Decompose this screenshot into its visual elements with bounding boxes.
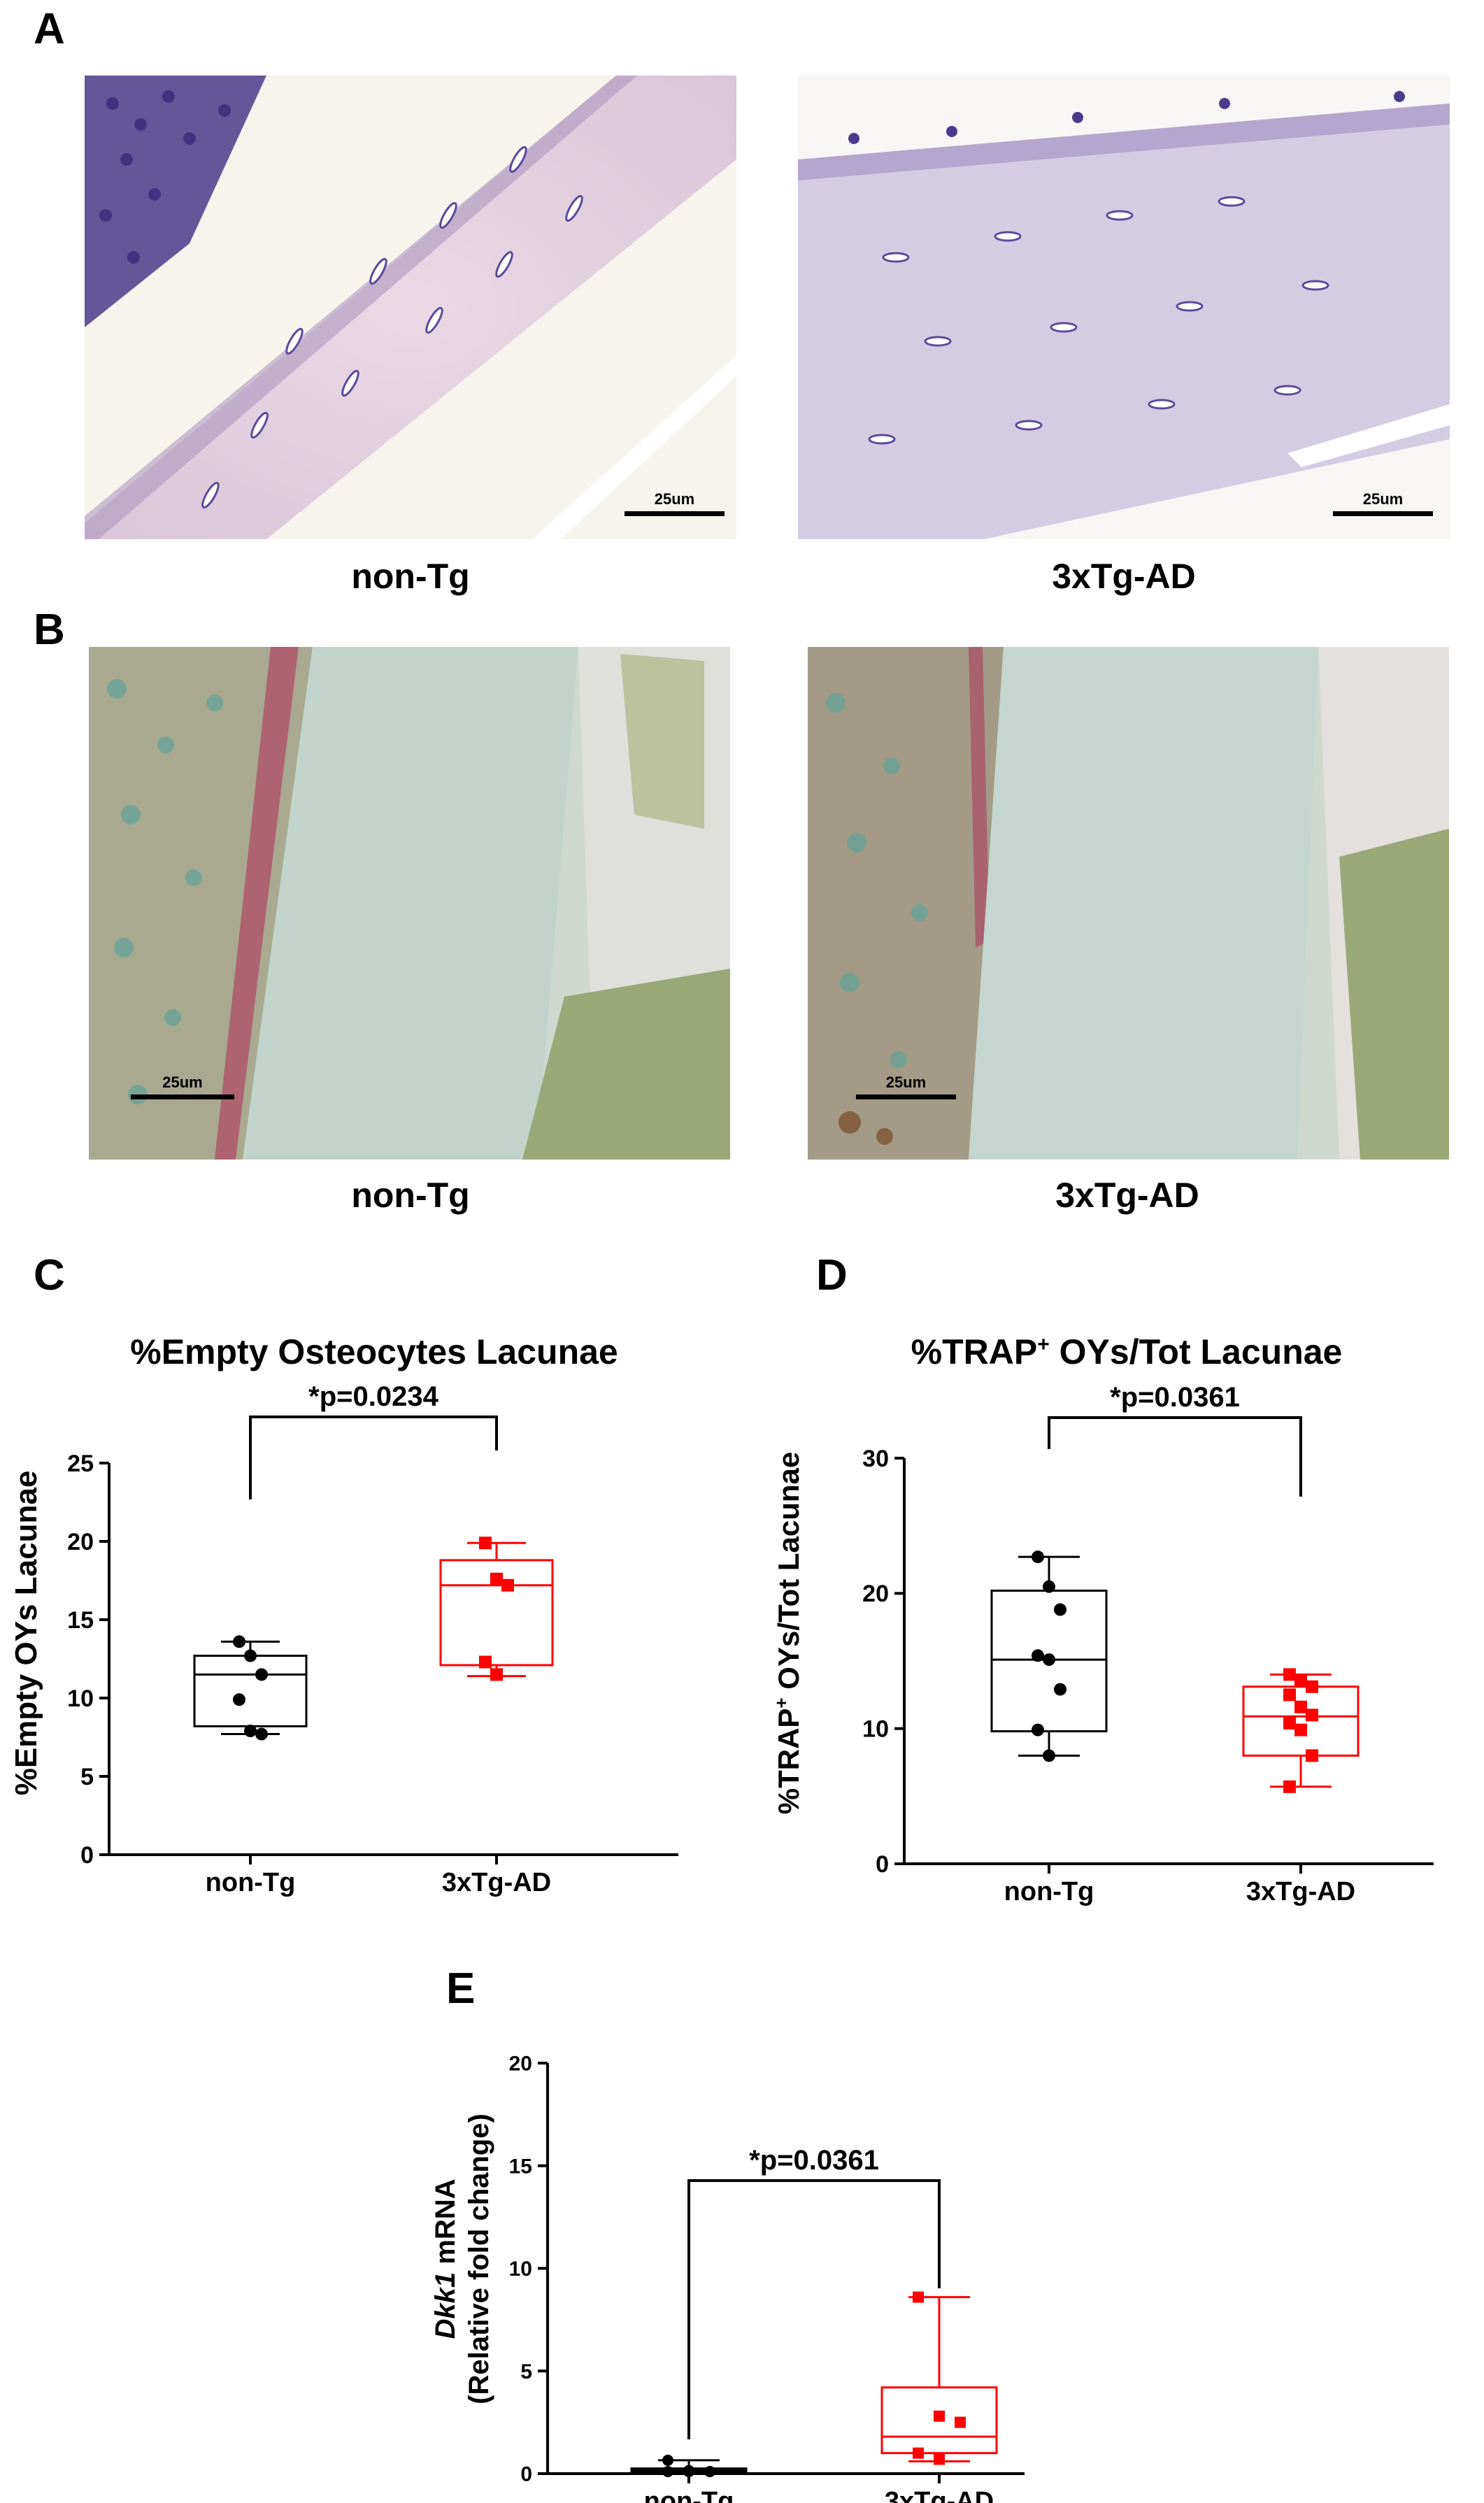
y-tick-label: 20	[509, 2053, 532, 2076]
chart-title: %Empty Osteocytes Lacunae	[130, 1332, 618, 1371]
data-point	[1294, 1700, 1307, 1713]
panel-letter-c: C	[34, 1251, 65, 1299]
data-point	[255, 1668, 268, 1681]
y-tick-label: 0	[876, 1851, 889, 1878]
data-point	[704, 2466, 715, 2478]
x-tick-label: non-Tg	[644, 2487, 734, 2503]
chart-c: %Empty Osteocytes Lacunae %Empty OYs Lac…	[9, 1332, 678, 1897]
data-point	[1054, 1603, 1066, 1616]
micrograph-b-nontg	[89, 647, 730, 1160]
data-point	[479, 1536, 492, 1550]
y-tick-label: 15	[509, 2155, 532, 2178]
data-point	[1294, 1723, 1307, 1737]
data-point	[1306, 1749, 1318, 1762]
y-tick-label: 15	[67, 1607, 94, 1634]
x-tick-label: 3xTg-AD	[885, 2487, 994, 2503]
significance-bracket	[249, 1415, 498, 1499]
data-point	[955, 2416, 966, 2428]
data-point	[244, 1725, 257, 1738]
panel-letter-e: E	[446, 1964, 476, 2013]
y-axis-label: %TRAP+ OYs/Tot Lacunae	[771, 1452, 805, 1815]
y-tick-label: 5	[80, 1764, 94, 1790]
caption-b-3xtg: 3xTg-AD	[1055, 1176, 1199, 1215]
data-point	[1306, 1709, 1318, 1722]
data-point	[913, 2291, 924, 2303]
data-point	[1294, 1675, 1307, 1688]
scale-bar-a-nontg: 25um	[625, 490, 725, 525]
data-point	[1032, 1649, 1044, 1662]
data-point	[934, 2453, 945, 2465]
y-axis-label: Dkk1 mRNA	[430, 2179, 461, 2339]
micrograph-a-3xtg	[798, 76, 1450, 539]
caption-a-nontg: non-Tg	[351, 557, 470, 596]
y-tick-label: 30	[862, 1446, 889, 1472]
y-tick-label: 20	[67, 1529, 94, 1555]
significance-bracket	[1048, 1416, 1302, 1497]
data-point	[1306, 1680, 1318, 1693]
box-iqr	[1242, 1685, 1360, 1757]
data-point	[1032, 1550, 1044, 1564]
data-point	[1043, 1580, 1055, 1593]
y-tick-label: 25	[67, 1450, 94, 1477]
scale-bar-label: 25um	[162, 1074, 203, 1091]
scale-bar-b-3xtg: 25um	[856, 1074, 956, 1108]
significance-bracket	[687, 2179, 941, 2439]
y-tick-label: 5	[520, 2360, 532, 2383]
data-point	[479, 1655, 492, 1669]
box-iqr	[193, 1655, 308, 1727]
x-tick-label: 3xTg-AD	[442, 1868, 551, 1897]
data-point	[1283, 1716, 1296, 1730]
panel-letter-d: D	[816, 1251, 848, 1299]
data-point	[233, 1635, 245, 1648]
panel-letter-a: A	[34, 5, 65, 53]
significance-label: *p=0.0361	[1110, 1382, 1240, 1413]
data-point	[662, 2454, 673, 2466]
y-tick-label: 0	[80, 1842, 94, 1869]
scale-bar-a-3xtg: 25um	[1333, 490, 1433, 525]
scale-bar-label: 25um	[654, 490, 695, 508]
data-point	[913, 2447, 924, 2459]
y-tick-label: 0	[520, 2463, 532, 2486]
caption-a-3xtg: 3xTg-AD	[1052, 557, 1196, 596]
y-tick-label: 10	[67, 1685, 94, 1712]
y-axis-label: %Empty OYs Lacunae	[9, 1471, 43, 1796]
data-point	[1283, 1688, 1296, 1702]
y-tick-label: 10	[509, 2258, 532, 2281]
x-tick-label: non-Tg	[1004, 1877, 1094, 1906]
data-point	[490, 1668, 503, 1681]
chart-title: %TRAP+ OYs/Tot Lacunae	[911, 1332, 1343, 1371]
x-tick-label: non-Tg	[206, 1868, 296, 1897]
y-tick-label: 20	[862, 1581, 889, 1607]
scale-bar-label: 25um	[885, 1074, 927, 1091]
data-point	[934, 2410, 945, 2422]
significance-label: *p=0.0234	[308, 1381, 438, 1412]
data-point	[1283, 1668, 1296, 1681]
data-point	[244, 1649, 257, 1662]
significance-label: *p=0.0361	[749, 2145, 879, 2176]
micrograph-b-3xtg	[808, 647, 1449, 1160]
y-tick-label: 10	[862, 1716, 889, 1743]
y-axis-label-line2: (Relative fold change)	[464, 2113, 494, 2404]
data-point	[255, 1727, 268, 1741]
chart-e: Dkk1 mRNA (Relative fold change) 0 5 10 15 2…	[430, 2053, 1025, 2503]
scale-bar-b-nontg: 25um	[131, 1074, 234, 1108]
data-point	[683, 2466, 694, 2478]
micrograph-a-nontg	[85, 76, 736, 539]
data-point	[501, 1578, 514, 1592]
data-point	[1043, 1653, 1055, 1667]
data-point	[1283, 1780, 1296, 1793]
chart-d: %TRAP+ OYs/Tot Lacunae %TRAP+ OYs/Tot La…	[771, 1332, 1434, 1906]
data-point	[1054, 1683, 1066, 1696]
data-point	[1032, 1723, 1044, 1737]
x-tick-label: 3xTg-AD	[1246, 1877, 1355, 1906]
scale-bar-label: 25um	[1362, 490, 1404, 508]
data-point	[662, 2466, 673, 2478]
data-point	[233, 1693, 245, 1706]
caption-b-nontg: non-Tg	[351, 1176, 470, 1215]
panel-letter-b: B	[34, 606, 65, 654]
data-point	[1043, 1749, 1055, 1762]
box-iqr	[880, 2386, 998, 2455]
data-point	[490, 1572, 503, 1585]
box-iqr	[439, 1559, 554, 1667]
